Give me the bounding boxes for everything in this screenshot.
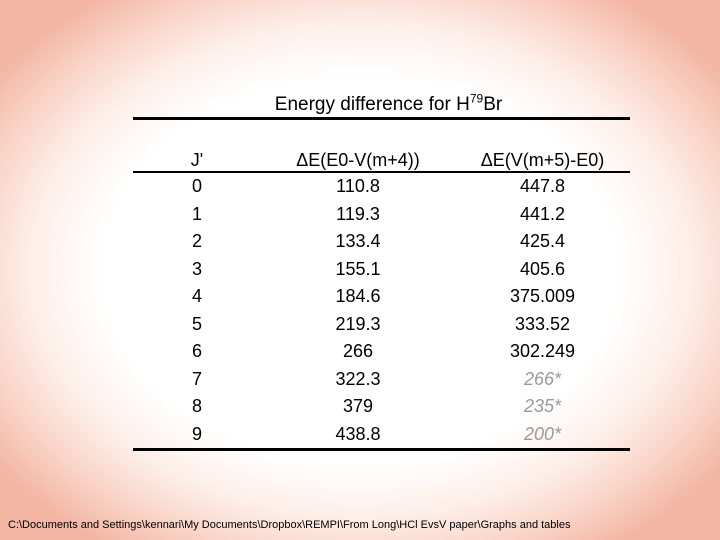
cell-j: 3	[191, 258, 202, 279]
title-text-suffix: Br	[483, 94, 503, 115]
cell-e1: 219.3	[335, 313, 381, 334]
header-rule	[133, 171, 630, 173]
cell-e2: 333.52	[514, 313, 571, 334]
cell-j: 4	[191, 286, 202, 306]
cell-j: 0	[191, 176, 202, 196]
table-row: 1 119.3 441.2	[133, 201, 630, 229]
column-header-e1: ΔE(E0-V(m+4))	[296, 150, 420, 170]
table-header-row: J' ΔE(E0-V(m+4)) ΔE(V(m+5)-E0)	[133, 150, 630, 171]
table-row: 6 266 302.249	[133, 338, 630, 366]
cell-j: 5	[191, 313, 202, 334]
title-superscript: 79	[469, 91, 484, 106]
cell-e2: 441.2	[519, 203, 566, 224]
cell-j: 9	[191, 423, 202, 444]
cell-j: 2	[191, 231, 202, 251]
table-bottom-rule	[133, 448, 630, 451]
table-row: 3 155.1 405.6	[133, 256, 630, 284]
cell-j: 7	[191, 368, 202, 389]
column-header-j: J'	[190, 150, 204, 170]
cell-j: 8	[191, 396, 202, 416]
cell-j: 6	[191, 341, 202, 361]
cell-j: 1	[191, 203, 202, 224]
cell-e2: 266*	[523, 368, 562, 389]
cell-e2: 375.009	[509, 286, 576, 306]
cell-e1: 133.4	[335, 231, 381, 251]
table-row: 8 379 235*	[133, 393, 630, 421]
cell-e2: 302.249	[509, 341, 576, 361]
cell-e2: 235*	[523, 396, 562, 416]
cell-e1: 119.3	[336, 203, 380, 224]
cell-e2: 405.6	[519, 258, 566, 279]
cell-e2: 447.8	[519, 176, 566, 196]
title-text: Energy difference for H	[274, 94, 470, 115]
cell-e2: 425.4	[519, 231, 566, 251]
table-row: 5 219.3 333.52	[133, 311, 630, 339]
cell-e1: 184.6	[335, 286, 381, 306]
cell-e2: 200*	[523, 423, 562, 444]
table-row: 2 133.4 425.4	[133, 228, 630, 256]
cell-e1: 110.8	[336, 176, 380, 196]
table-row: 7 322.3 266*	[133, 366, 630, 394]
table-row: 0 110.8 447.8	[133, 173, 630, 201]
table-body: 0 110.8 447.8 1 119.3 441.2 2 133.4 425.…	[133, 173, 630, 448]
data-table: J' ΔE(E0-V(m+4)) ΔE(V(m+5)-E0) 0 110.8 4…	[133, 117, 630, 451]
page-title: Energy difference for H79Br	[140, 93, 637, 116]
table-top-rule	[133, 117, 630, 120]
cell-e1: 322.3	[335, 368, 381, 389]
cell-e1: 438.8	[335, 423, 381, 444]
cell-e1: 266	[342, 341, 374, 361]
column-header-e2: ΔE(V(m+5)-E0)	[480, 150, 605, 170]
table-row: 4 184.6 375.009	[133, 283, 630, 311]
footer-file-path: C:\Documents and Settings\kennari\My Doc…	[8, 519, 571, 531]
cell-e1: 379	[342, 396, 374, 416]
table-row: 9 438.8 200*	[133, 421, 630, 449]
cell-e1: 155.1	[335, 258, 381, 279]
